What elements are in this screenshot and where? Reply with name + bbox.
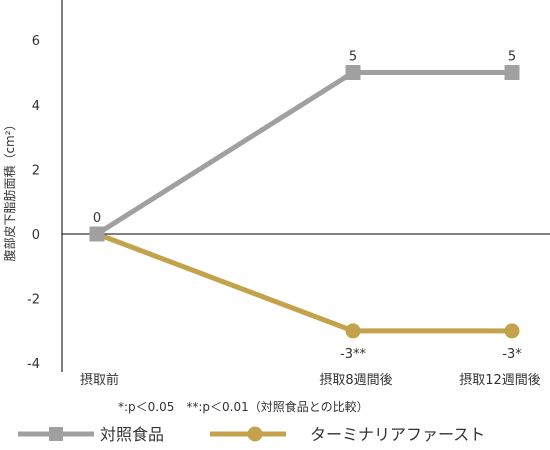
legend-label: ターミナリアファースト — [310, 425, 485, 444]
y-tick-label: 6 — [32, 34, 40, 49]
data-label: 5 — [508, 50, 516, 65]
category-labels: 摂取前 摂取8週間後 摂取12週間後 — [80, 372, 541, 388]
x-category-label: 摂取前 — [80, 372, 119, 388]
y-tick-label: -2 — [27, 293, 40, 308]
y-axis: -4 -2 0 2 4 6 — [27, 0, 63, 372]
y-tick-label: 2 — [32, 163, 40, 178]
legend-marker — [49, 427, 63, 441]
legend-item: ターミナリアファースト — [210, 425, 485, 444]
series-line — [96, 231, 512, 334]
data-point — [345, 323, 361, 339]
y-tick-label: 0 — [32, 228, 40, 243]
data-label: 5 — [349, 50, 357, 65]
legend-label: 対照食品 — [100, 425, 164, 444]
series-line — [95, 70, 512, 237]
y-axis-label: 腹部皮下脂肪面積（cm²） — [2, 118, 17, 261]
data-label: -3* — [502, 347, 522, 362]
series-group: -3** -3* 0 5 5 — [89, 50, 522, 362]
significance-footnote: *:p＜0.05 **:p＜0.01（対照食品との比較） — [118, 399, 369, 414]
legend-marker — [247, 426, 263, 442]
data-label: -3** — [340, 347, 366, 362]
data-label: 0 — [93, 211, 101, 226]
data-point — [89, 226, 105, 242]
data-point — [504, 65, 520, 80]
series-control: 0 5 5 — [89, 50, 520, 242]
series-terminalia: -3** -3* — [89, 226, 522, 362]
data-point — [345, 65, 361, 80]
legend-item: 対照食品 — [18, 425, 164, 444]
y-tick-label: 4 — [32, 99, 40, 114]
y-tick-label: -4 — [27, 357, 40, 372]
x-category-label: 摂取8週間後 — [319, 372, 392, 388]
x-category-label: 摂取12週間後 — [459, 372, 541, 388]
data-point — [504, 323, 520, 339]
legend: 対照食品 ターミナリアファースト — [18, 425, 485, 444]
